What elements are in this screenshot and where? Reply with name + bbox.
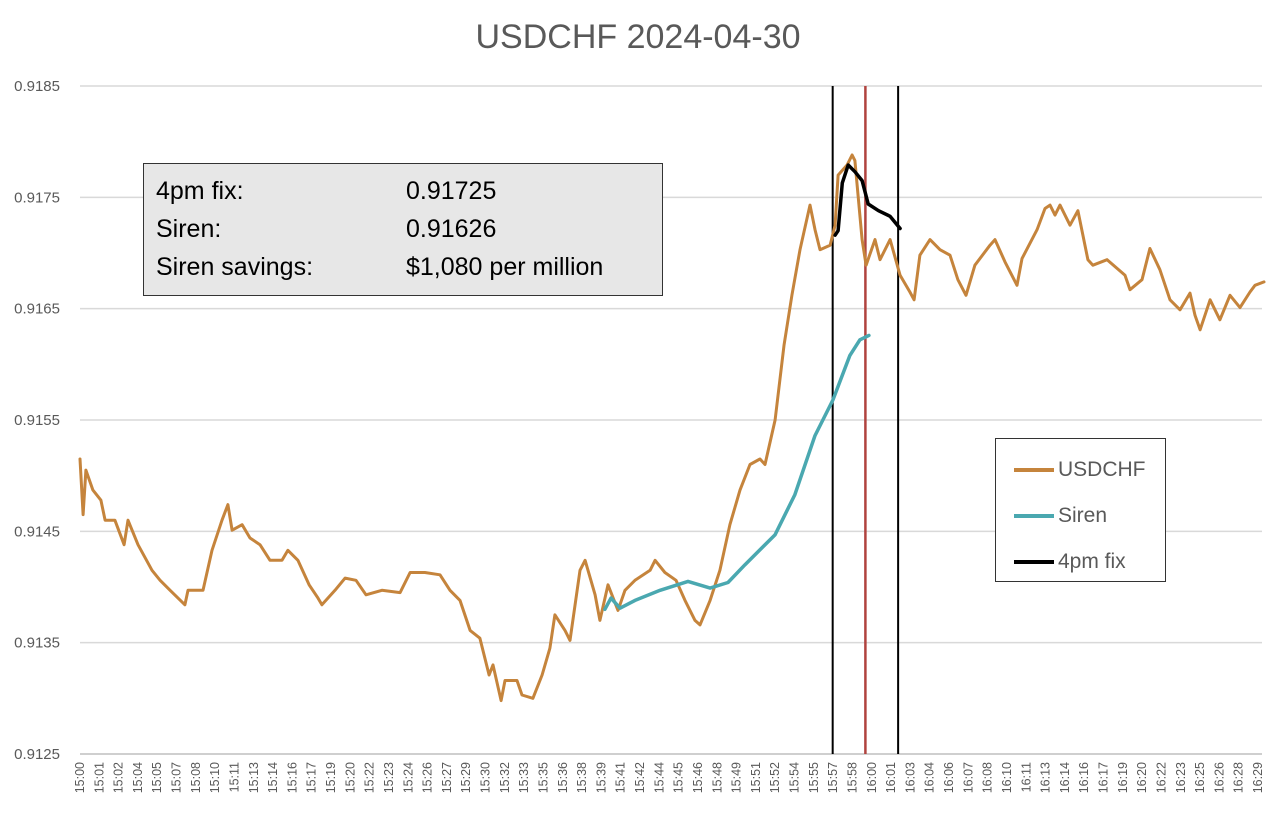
series-line-usdchf — [78, 153, 1266, 703]
x-tick-label: 15:20 — [343, 762, 357, 793]
x-tick-label: 16:13 — [1039, 762, 1053, 793]
x-tick-label: 16:14 — [1058, 762, 1072, 793]
x-tick-label: 16:19 — [1116, 762, 1130, 793]
legend-item-fix: 4pm fix — [1014, 539, 1165, 585]
y-tick-label: 0.9135 — [14, 635, 60, 652]
legend-swatch — [1014, 514, 1054, 518]
legend-label: USDCHF — [1058, 458, 1146, 481]
x-tick-label: 16:22 — [1154, 762, 1168, 793]
y-tick-label: 0.9145 — [14, 523, 60, 540]
x-tick-label: 15:58 — [845, 762, 859, 793]
x-tick-label: 15:57 — [826, 762, 840, 793]
annotation-label: 4pm fix: — [156, 176, 244, 205]
x-tick-label: 16:26 — [1212, 762, 1226, 793]
x-tick-label: 15:35 — [536, 762, 550, 793]
x-tick-label: 15:51 — [749, 762, 763, 793]
x-tick-label: 16:01 — [884, 762, 898, 793]
annotation-row-savings: Siren savings: $1,080 per million — [156, 248, 650, 286]
legend-item-usdchf: USDCHF — [1014, 447, 1165, 493]
annotation-label: Siren: — [156, 214, 222, 243]
legend: USDCHF Siren 4pm fix — [995, 438, 1166, 582]
x-tick-label: 15:30 — [479, 762, 493, 793]
y-tick-label: 0.9155 — [14, 412, 60, 429]
x-tick-label: 16:00 — [865, 762, 879, 793]
x-tick-label: 15:29 — [459, 762, 473, 793]
annotation-label: Siren savings: — [156, 252, 314, 281]
x-tick-label: 15:00 — [73, 762, 87, 793]
x-tick-label: 16:23 — [1174, 762, 1188, 793]
x-tick-label: 15:07 — [170, 762, 184, 793]
series-line-siren — [603, 333, 871, 612]
x-tick-label: 15:19 — [324, 762, 338, 793]
x-tick-label: 15:22 — [363, 762, 377, 793]
legend-item-siren: Siren — [1014, 493, 1165, 539]
x-tick-label: 15:16 — [285, 762, 299, 793]
x-tick-label: 15:23 — [382, 762, 396, 793]
x-tick-label: 15:05 — [150, 762, 164, 793]
x-tick-label: 15:26 — [421, 762, 435, 793]
x-tick-label: 15:32 — [498, 762, 512, 793]
chart-title: USDCHF 2024-04-30 — [475, 18, 801, 56]
x-tick-label: 15:14 — [266, 762, 280, 793]
x-tick-label: 16:08 — [981, 762, 995, 793]
x-tick-label: 15:27 — [440, 762, 454, 793]
annotation-value: 0.91626 — [406, 214, 497, 243]
x-tick-label: 15:55 — [807, 762, 821, 793]
annotation-row-fix: 4pm fix: 0.91725 — [156, 172, 650, 210]
x-tick-label: 15:52 — [768, 762, 782, 793]
legend-label: Siren — [1058, 504, 1108, 527]
x-tick-label: 15:11 — [227, 762, 241, 792]
x-tick-label: 15:13 — [247, 762, 261, 793]
series-line-4pm-fix — [833, 163, 902, 237]
x-tick-label: 15:01 — [92, 762, 106, 793]
legend-swatch — [1014, 560, 1054, 564]
legend-swatch — [1014, 468, 1054, 472]
x-tick-label: 15:42 — [633, 762, 647, 793]
x-tick-label: 15:46 — [691, 762, 705, 793]
x-tick-label: 16:03 — [903, 762, 917, 793]
x-tick-label: 16:07 — [961, 762, 975, 793]
x-tick-label: 15:24 — [401, 762, 415, 793]
y-tick-label: 0.9175 — [14, 189, 60, 206]
annotation-box: 4pm fix: 0.91725 Siren: 0.91626 Siren sa… — [143, 163, 663, 296]
x-tick-label: 15:04 — [131, 762, 145, 793]
y-tick-label: 0.9125 — [14, 746, 60, 763]
x-tick-label: 16:06 — [942, 762, 956, 793]
x-tick-label: 16:10 — [1000, 762, 1014, 793]
x-tick-label: 15:44 — [652, 762, 666, 793]
x-tick-label: 16:16 — [1077, 762, 1091, 793]
x-tick-label: 15:17 — [305, 762, 319, 793]
legend-label: 4pm fix — [1058, 550, 1126, 573]
y-tick-label: 0.9165 — [14, 301, 60, 318]
x-tick-label: 15:33 — [517, 762, 531, 793]
x-tick-label: 15:49 — [730, 762, 744, 793]
x-tick-label: 16:11 — [1019, 762, 1033, 792]
x-tick-label: 15:39 — [594, 762, 608, 793]
x-tick-label: 15:08 — [189, 762, 203, 793]
x-tick-label: 16:28 — [1232, 762, 1246, 793]
x-tick-label: 15:36 — [556, 762, 570, 793]
x-tick-label: 15:54 — [788, 762, 802, 793]
x-tick-label: 16:20 — [1135, 762, 1149, 793]
x-tick-label: 15:45 — [672, 762, 686, 793]
y-tick-label: 0.9185 — [14, 78, 60, 95]
annotation-value: 0.91725 — [406, 176, 497, 205]
x-tick-label: 15:02 — [112, 762, 126, 793]
annotation-row-siren: Siren: 0.91626 — [156, 210, 650, 248]
x-tick-label: 15:48 — [710, 762, 724, 793]
x-tick-label: 16:17 — [1097, 762, 1111, 793]
x-tick-label: 16:25 — [1193, 762, 1207, 793]
annotation-value: $1,080 per million — [406, 252, 604, 281]
x-tick-label: 15:10 — [208, 762, 222, 793]
x-tick-label: 15:41 — [614, 762, 628, 793]
x-tick-label: 15:38 — [575, 762, 589, 793]
x-tick-label: 16:04 — [923, 762, 937, 793]
x-tick-label: 16:29 — [1251, 762, 1265, 793]
